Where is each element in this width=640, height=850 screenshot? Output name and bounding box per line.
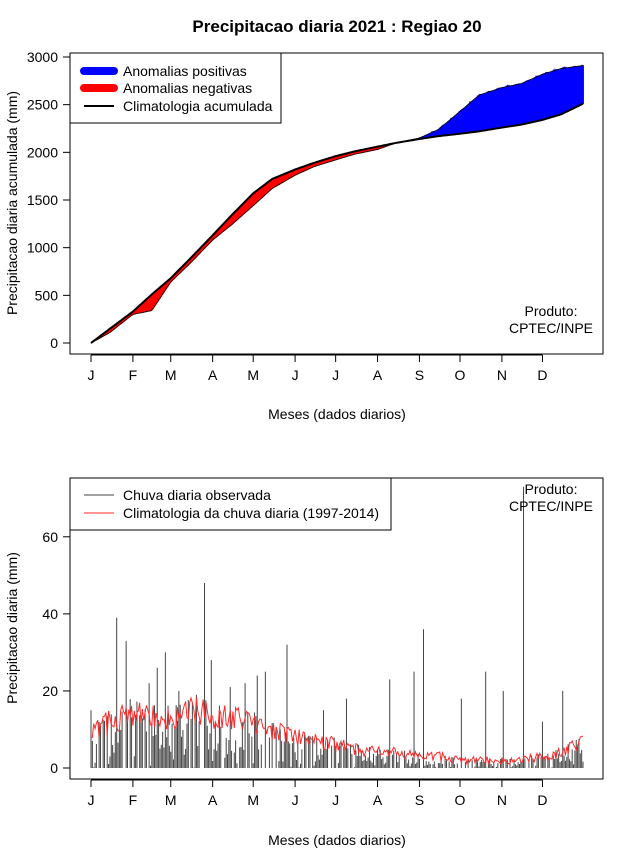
y-axis-label-top: Precipitacao diaria acumulada (mm) [4,91,20,315]
x-tick-label-bottom: J [332,792,339,808]
x-tick-label-bottom: M [165,792,177,808]
legend-label-positive: Anomalias positivas [123,63,247,79]
x-axis-label-top: Meses (dados diarios) [268,406,406,422]
y-tick-label-top: 1000 [27,240,58,256]
legend-label-climatology: Climatologia acumulada [123,98,273,114]
x-tick-label-top: D [537,367,547,383]
x-tick-label-top: A [208,367,218,383]
x-tick-label-top: M [165,367,177,383]
y-tick-label-bottom: 60 [42,529,58,545]
x-tick-label-bottom: O [455,792,466,808]
legend-label-daily-climatology: Climatologia da chuva diaria (1997-2014) [123,505,379,521]
daily-climatology-line [90,696,584,766]
x-tick-label-bottom: M [247,792,259,808]
x-tick-label-bottom: S [415,792,424,808]
observed-cumulative-outline [90,65,584,344]
y-axis-top: 0 500 1000 1500 2000 2500 3000 [27,49,70,351]
x-tick-label-top: J [88,367,95,383]
y-axis-bottom: 0 20 40 60 [42,529,70,776]
x-tick-label-top: J [332,367,339,383]
x-tick-label-bottom: D [537,792,547,808]
y-tick-label-top: 2000 [27,144,58,160]
y-tick-label-top: 500 [35,287,59,303]
cumulative-precip-panel: 0 500 1000 1500 2000 2500 3000 J F M A M J J A S O N D Me… [4,49,604,422]
x-tick-label-top: M [247,367,259,383]
x-tick-label-bottom: A [373,792,383,808]
x-tick-label-bottom: F [129,792,138,808]
x-tick-label-bottom: J [292,792,299,808]
x-tick-label-top: A [373,367,383,383]
y-tick-label-bottom: 0 [50,760,58,776]
daily-bars [90,486,584,768]
x-tick-label-top: S [415,367,424,383]
x-tick-label-top: J [292,367,299,383]
x-tick-label-bottom: N [497,792,507,808]
legend-bottom: Chuva diaria observada Climatologia da c… [69,477,392,531]
y-tick-label-top: 2500 [27,97,58,113]
legend-top: Anomalias positivas Anomalias negativas … [69,52,282,124]
x-tick-label-top: O [455,367,466,383]
x-tick-label-top: F [129,367,138,383]
y-axis-label-bottom: Precipitacao diaria (mm) [4,552,20,704]
y-tick-label-bottom: 20 [42,683,58,699]
chart-title: Precipitacao diaria 2021 : Regiao 20 [192,17,481,36]
plot-frame-top [69,52,604,355]
credit-org-top: CPTEC/INPE [509,320,593,336]
credit-org-bottom: CPTEC/INPE [509,498,593,514]
legend-label-observed: Chuva diaria observada [123,487,271,503]
credit-label-top: Produto: [525,303,578,319]
x-tick-label-top: N [497,367,507,383]
legend-box-bottom [69,477,392,531]
y-tick-label-top: 1500 [27,192,58,208]
climatology-cumulative-line [90,102,584,344]
y-tick-label-top: 0 [50,335,58,351]
daily-precip-panel: 0 20 40 60 J F M A M J J A S O N D Meses (dados diario… [4,477,604,848]
positive-anomaly-segment [582,64,584,104]
x-tick-label-bottom: A [208,792,218,808]
credit-label-bottom: Produto: [525,481,578,497]
x-axis-label-bottom: Meses (dados diarios) [268,832,406,848]
y-tick-label-top: 3000 [27,49,58,65]
legend-label-negative: Anomalias negativas [123,80,252,96]
x-tick-label-bottom: J [88,792,95,808]
y-tick-label-bottom: 40 [42,606,58,622]
